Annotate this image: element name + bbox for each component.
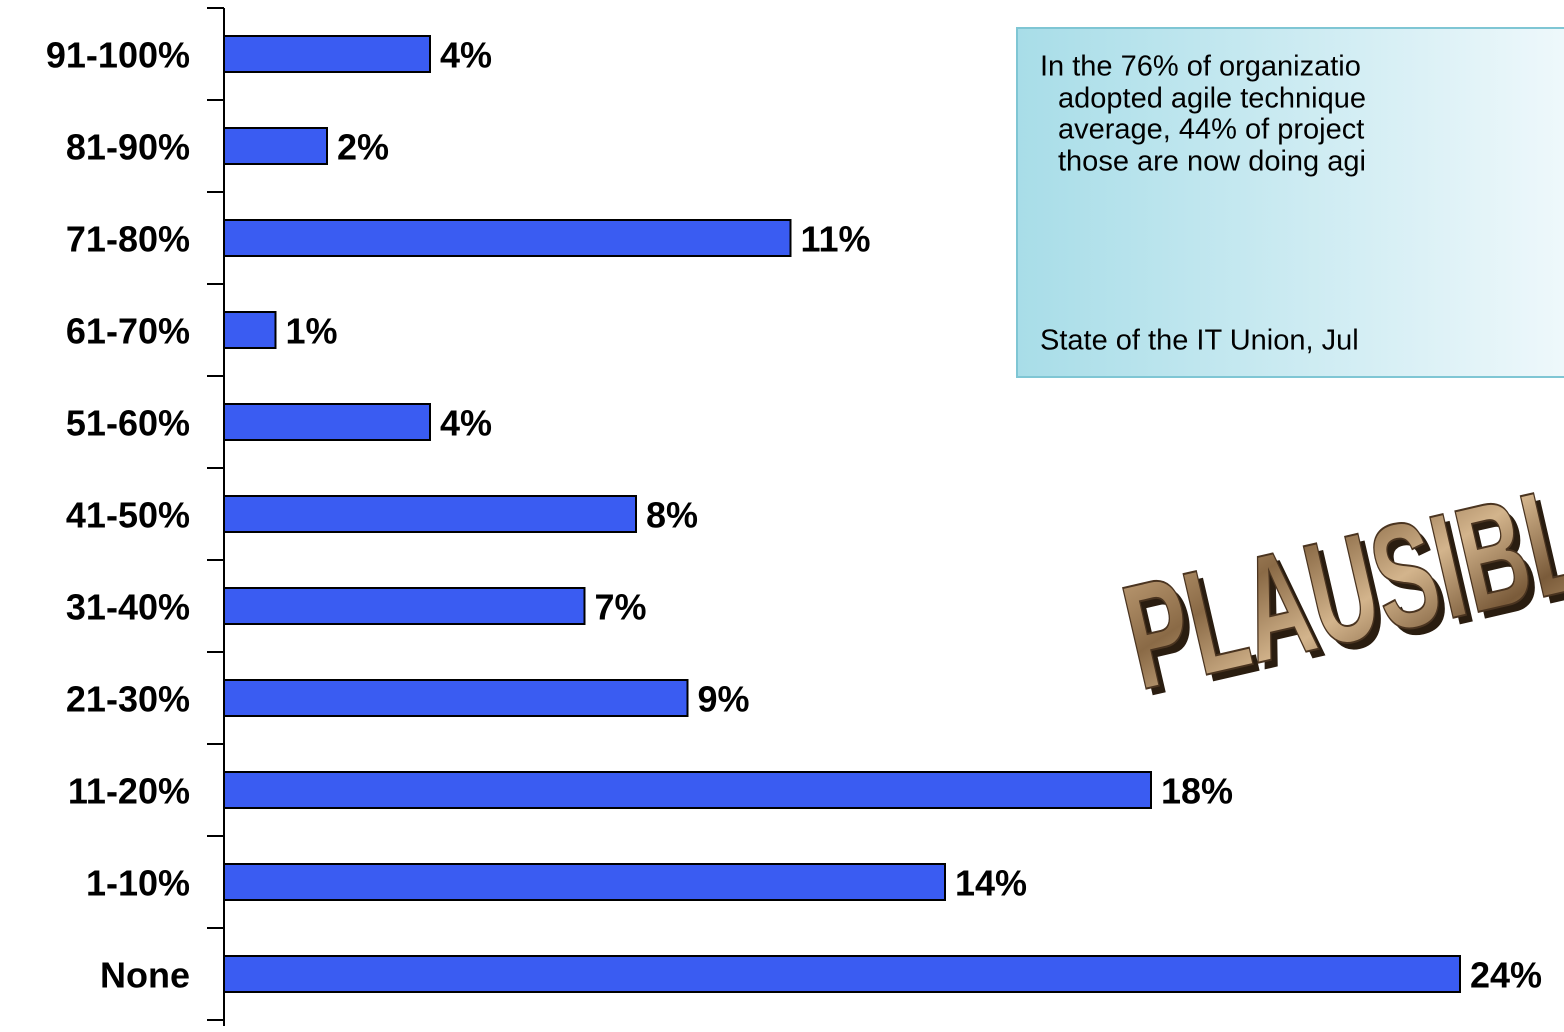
bar	[223, 35, 431, 73]
value-label: 4%	[440, 35, 492, 76]
value-label: 9%	[698, 679, 750, 720]
y-tick-label: 41-50%	[66, 495, 190, 536]
value-label: 1%	[286, 311, 338, 352]
bar	[223, 311, 277, 349]
bar	[223, 863, 946, 901]
y-tick-label: None	[100, 955, 190, 996]
annotation-line: those are now doing agi	[1058, 146, 1366, 178]
y-tick-label: 61-70%	[66, 311, 190, 352]
annotation-box	[1016, 27, 1564, 378]
value-label: 11%	[801, 219, 871, 260]
bar	[223, 955, 1461, 993]
value-label: 14%	[955, 863, 1027, 904]
bar	[223, 495, 637, 533]
value-label: 2%	[337, 127, 389, 168]
y-tick-label: 81-90%	[66, 127, 190, 168]
y-tick-label: 71-80%	[66, 219, 190, 260]
y-tick-label: 11-20%	[68, 771, 190, 812]
bar	[223, 587, 586, 625]
y-tick-label: 1-10%	[86, 863, 190, 904]
value-label: 4%	[440, 403, 492, 444]
bar	[223, 403, 431, 441]
bar	[223, 679, 689, 717]
y-tick-label: 31-40%	[66, 587, 190, 628]
value-label: 7%	[595, 587, 647, 628]
bar	[223, 771, 1152, 809]
annotation-line: adopted agile technique	[1058, 83, 1366, 115]
value-label: 24%	[1470, 955, 1542, 996]
y-tick-label: 21-30%	[66, 679, 190, 720]
value-label: 8%	[646, 495, 698, 536]
y-tick-label: 91-100%	[46, 35, 190, 76]
stamp-group: PLAUSIBL PLAUSIBL	[1109, 453, 1564, 728]
y-tick-label: 51-60%	[66, 403, 190, 444]
bar	[223, 127, 328, 165]
bar	[223, 219, 792, 257]
value-label: 18%	[1161, 771, 1233, 812]
annotation-line: In the 76% of organizatio	[1040, 51, 1361, 83]
annotation-line: average, 44% of project	[1058, 114, 1364, 146]
annotation-source: State of the IT Union, Jul	[1040, 325, 1359, 357]
